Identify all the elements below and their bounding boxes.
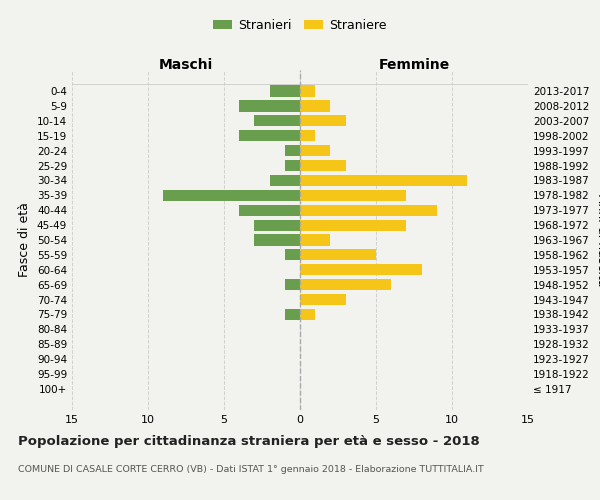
Bar [300,86,315,96]
Bar [285,250,300,260]
Bar [300,175,467,186]
Bar [285,279,300,290]
Bar [254,220,300,230]
Bar [269,86,300,96]
Bar [239,100,300,112]
Bar [300,100,331,112]
Y-axis label: Anni di nascita: Anni di nascita [595,194,600,286]
Bar [300,294,346,305]
Bar [239,130,300,141]
Bar [254,115,300,126]
Bar [239,204,300,216]
Bar [254,234,300,246]
Bar [300,279,391,290]
Text: Maschi: Maschi [159,58,213,71]
Bar [300,130,315,141]
Bar [300,115,346,126]
Bar [163,190,300,201]
Bar [300,160,346,171]
Bar [285,309,300,320]
Bar [285,145,300,156]
Text: Popolazione per cittadinanza straniera per età e sesso - 2018: Popolazione per cittadinanza straniera p… [18,435,480,448]
Text: Femmine: Femmine [379,58,449,71]
Bar [285,160,300,171]
Legend: Stranieri, Straniere: Stranieri, Straniere [208,14,392,37]
Bar [300,220,406,230]
Bar [300,234,331,246]
Bar [269,175,300,186]
Bar [300,190,406,201]
Bar [300,264,422,276]
Bar [300,309,315,320]
Y-axis label: Fasce di età: Fasce di età [19,202,31,278]
Bar [300,145,331,156]
Text: COMUNE DI CASALE CORTE CERRO (VB) - Dati ISTAT 1° gennaio 2018 - Elaborazione TU: COMUNE DI CASALE CORTE CERRO (VB) - Dati… [18,465,484,474]
Bar [300,204,437,216]
Bar [300,250,376,260]
